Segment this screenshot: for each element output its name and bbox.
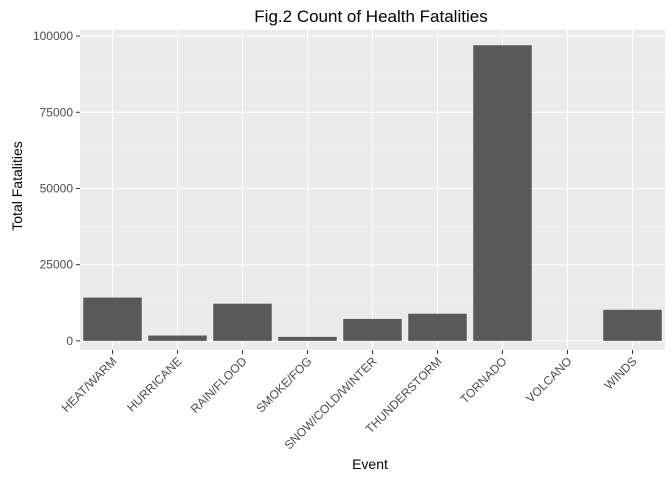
y-axis-title: Total Fatalities	[9, 141, 25, 230]
y-tick-label: 100000	[33, 29, 73, 43]
chart-title: Fig.2 Count of Health Fatalities	[254, 7, 487, 26]
y-tick-label: 0	[66, 334, 73, 348]
x-tick-label: HURRICANE	[124, 354, 184, 414]
bar-tornado	[473, 45, 532, 341]
x-tick-label: TORNADO	[457, 354, 509, 406]
bars	[83, 45, 662, 341]
x-tick-label: VOLCANO	[523, 354, 574, 405]
x-tick-label: HEAT/WARM	[59, 354, 120, 415]
bar-winds	[603, 309, 662, 341]
y-axis: 0 25000 50000 75000 100000	[33, 29, 80, 348]
bar-heat-warm	[83, 297, 142, 341]
y-tick-label: 75000	[40, 105, 74, 119]
grid-lines	[80, 30, 665, 350]
x-axis: HEAT/WARM HURRICANE RAIN/FLOOD SMOKE/FOGSNO…	[59, 350, 640, 452]
bar-snow-cold-winter	[343, 318, 402, 341]
y-tick-label: 25000	[40, 258, 74, 272]
bar-hurricane	[148, 335, 207, 341]
x-axis-title: Event	[352, 456, 388, 472]
bar-thunderstorm	[408, 313, 467, 341]
bar-smoke-fog	[278, 336, 337, 341]
x-tick-label: RAIN/FLOOD	[188, 354, 250, 416]
y-tick-label: 50000	[40, 181, 74, 195]
bar-rain-flood	[213, 303, 272, 341]
x-tick-label: SMOKE/FOG	[253, 354, 314, 415]
x-tick-label: WINDS	[601, 354, 639, 392]
